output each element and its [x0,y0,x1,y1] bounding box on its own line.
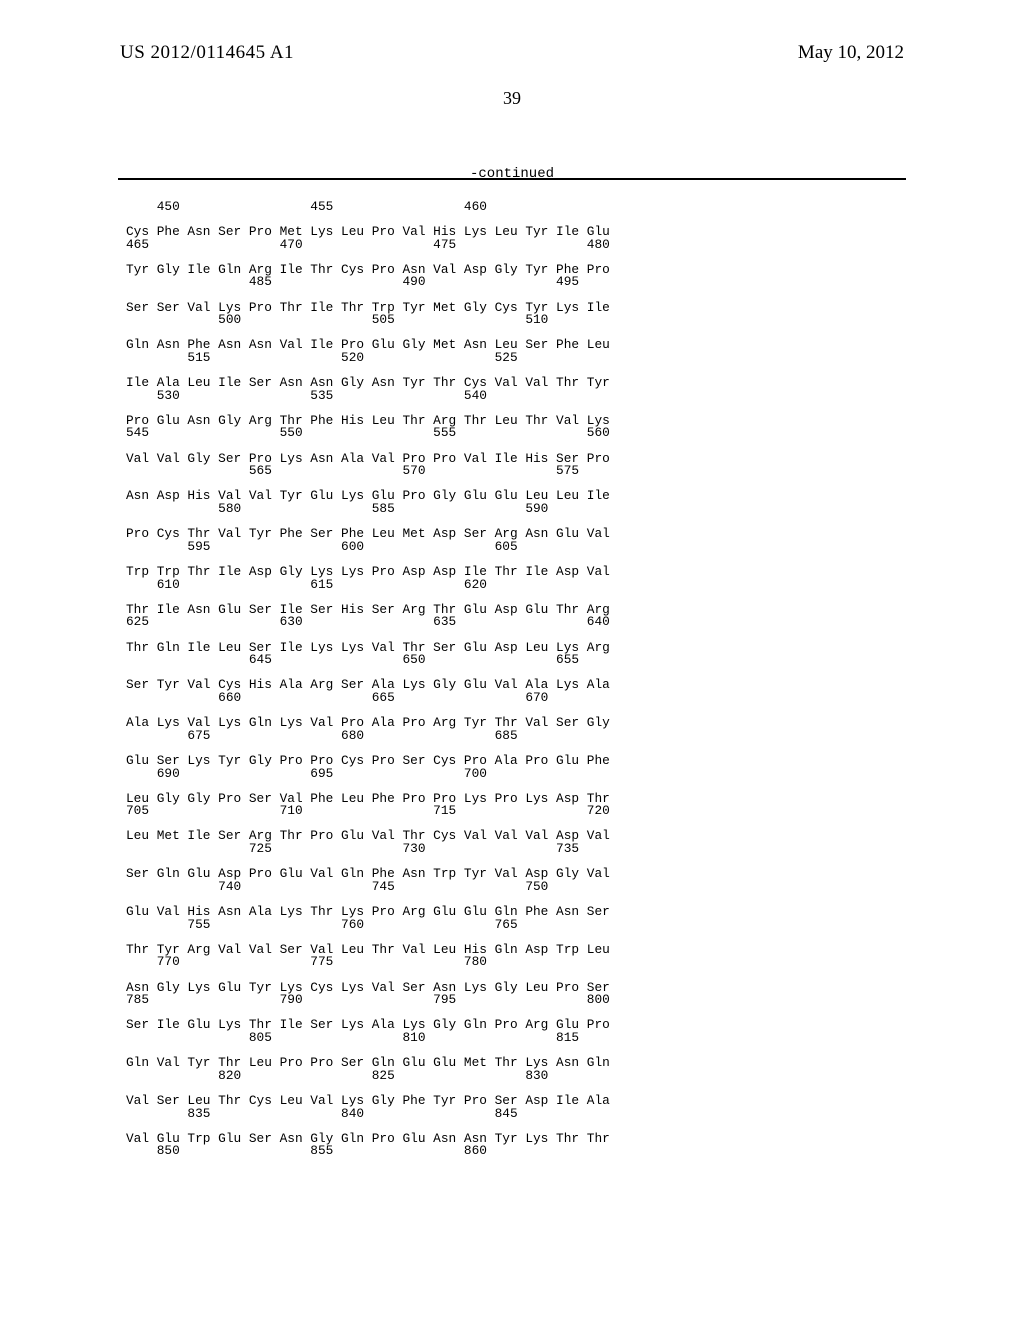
publication-date: May 10, 2012 [798,42,904,64]
horizontal-rule [118,178,906,180]
page: US 2012/0114645 A1 May 10, 2012 39 -cont… [0,0,1024,1320]
sequence-listing: 450 455 460 Cys Phe Asn Ser Pro Met Lys … [126,201,610,1158]
page-number: 39 [0,88,1024,109]
publication-number: US 2012/0114645 A1 [120,42,294,64]
